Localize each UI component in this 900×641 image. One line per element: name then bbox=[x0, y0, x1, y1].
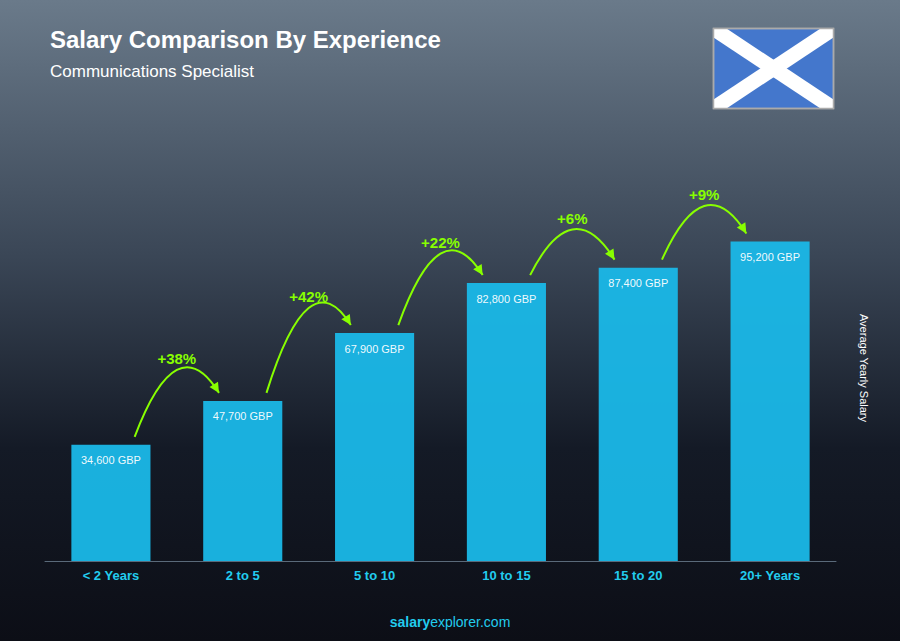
svg-text:salary: salary bbox=[390, 614, 431, 630]
svg-text:Salary Comparison By Experienc: Salary Comparison By Experience bbox=[50, 26, 441, 53]
svg-text:+9%: +9% bbox=[689, 186, 719, 203]
svg-text:34,600 GBP: 34,600 GBP bbox=[81, 454, 141, 466]
svg-text:87,400 GBP: 87,400 GBP bbox=[608, 277, 668, 289]
svg-text:+6%: +6% bbox=[557, 210, 587, 227]
svg-text:+22%: +22% bbox=[421, 234, 460, 251]
svg-text:+42%: +42% bbox=[289, 288, 328, 305]
svg-text:20+ Years: 20+ Years bbox=[740, 568, 800, 583]
svg-text:explorer.com: explorer.com bbox=[430, 614, 510, 630]
svg-text:Communications Specialist: Communications Specialist bbox=[50, 62, 254, 81]
svg-text:10 to 15: 10 to 15 bbox=[482, 568, 530, 583]
svg-text:2 to 5: 2 to 5 bbox=[226, 568, 260, 583]
svg-text:95,200 GBP: 95,200 GBP bbox=[740, 251, 800, 263]
svg-text:82,800 GBP: 82,800 GBP bbox=[476, 293, 536, 305]
svg-text:47,700 GBP: 47,700 GBP bbox=[213, 410, 273, 422]
svg-text:< 2 Years: < 2 Years bbox=[83, 568, 140, 583]
svg-text:5 to 10: 5 to 10 bbox=[354, 568, 395, 583]
svg-text:67,900 GBP: 67,900 GBP bbox=[345, 343, 405, 355]
svg-text:15 to 20: 15 to 20 bbox=[614, 568, 662, 583]
svg-text:Average Yearly Salary: Average Yearly Salary bbox=[858, 314, 870, 423]
svg-text:+38%: +38% bbox=[157, 350, 196, 367]
